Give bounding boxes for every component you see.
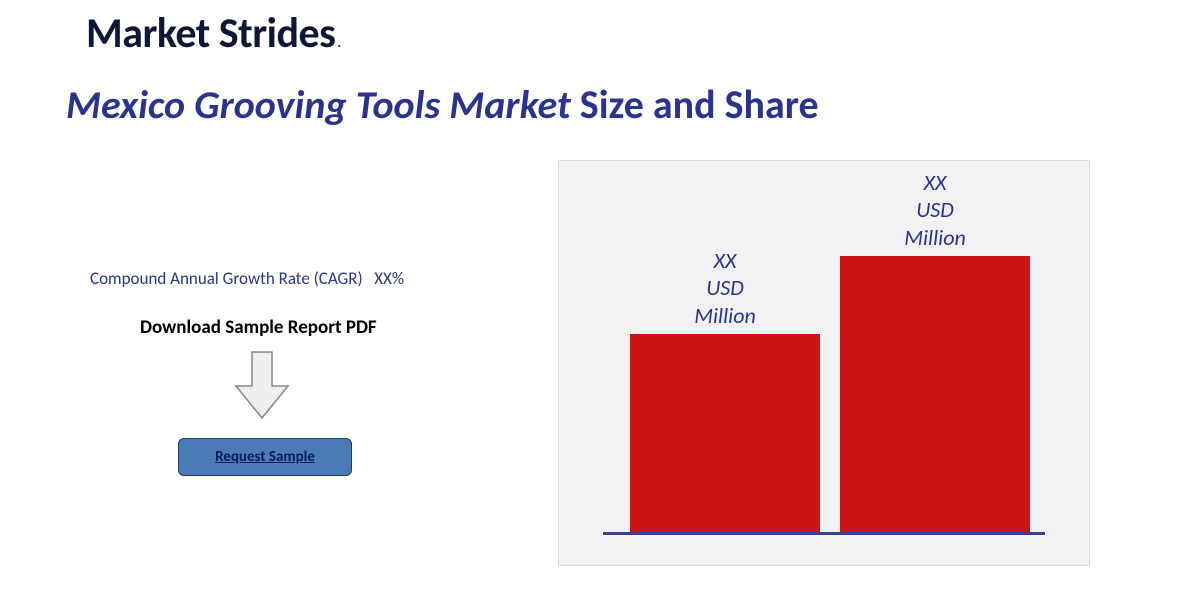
bar-label-line1: XX (714, 247, 737, 274)
download-sample-label: Download Sample Report PDF (140, 316, 377, 339)
page-title-suffix: Size and Share (571, 80, 819, 129)
request-sample-button-label: Request Sample (215, 448, 315, 466)
cagr-value: XX% (374, 268, 404, 289)
chart-bar (630, 334, 820, 532)
down-arrow-icon (234, 350, 290, 422)
chart-x-axis (603, 532, 1045, 535)
page-title: Mexico Grooving Tools Market Size and Sh… (66, 80, 819, 129)
chart-bars-container: XX USD Million XX USD Million (603, 179, 1045, 535)
chart-bar-label: XX USD Million (625, 247, 825, 330)
bar-label-line2: USD (706, 274, 744, 301)
chart-bar-label: XX USD Million (835, 169, 1035, 252)
market-size-chart: XX USD Million XX USD Million (558, 160, 1090, 566)
cagr-line: Compound Annual Growth Rate (CAGR) XX% (90, 268, 404, 289)
bar-label-line3: Million (694, 302, 756, 329)
bar-label-line1: XX (924, 169, 947, 196)
page-title-topic: Mexico Grooving Tools Market (66, 80, 571, 129)
chart-plot-area: XX USD Million XX USD Million (603, 179, 1045, 547)
infographic-page: Market Strides. Mexico Grooving Tools Ma… (0, 0, 1200, 600)
brand-logo-dot: . (337, 34, 340, 51)
brand-logo-text: Market Strides (86, 8, 335, 59)
chart-bar (840, 256, 1030, 532)
cagr-label: Compound Annual Growth Rate (CAGR) (90, 268, 363, 289)
bar-label-line2: USD (916, 196, 954, 223)
request-sample-button[interactable]: Request Sample (178, 438, 352, 476)
brand-logo: Market Strides. (86, 8, 341, 59)
bar-label-line3: Million (904, 224, 966, 251)
down-arrow-path (236, 352, 288, 418)
